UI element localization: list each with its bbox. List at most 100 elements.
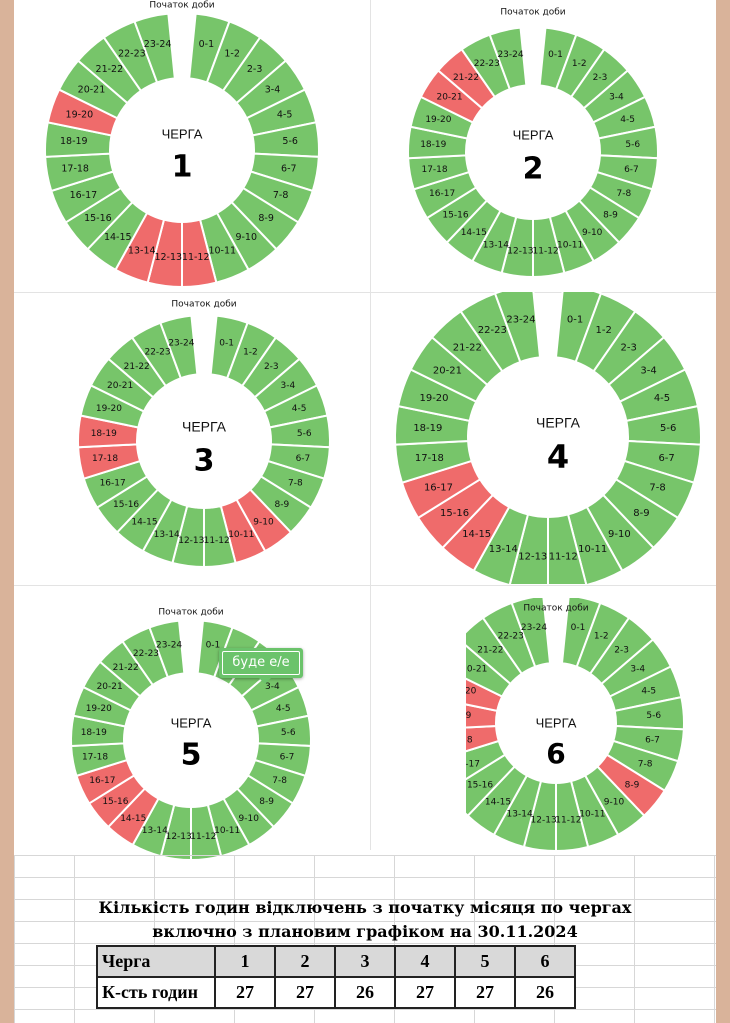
table-data-row: К-сть годин 27 27 26 27 27 26 [96, 976, 576, 1009]
hour-label: 20-21 [466, 664, 487, 674]
hour-label: 19-20 [86, 704, 112, 714]
queue-3-chart: 0-1 1-2 2-3 3-4 4-5 5-6 6-7 7-8 8-9 9-10 10-11 11-1… [64, 292, 340, 584]
hour-label: 21-22 [124, 362, 150, 372]
table-cell: 26 [334, 976, 396, 1009]
hour-label: 20-21 [433, 366, 462, 377]
table-header-row: Черга 1 2 3 4 5 6 [96, 945, 576, 978]
queue-4-chart: 0-1 1-2 2-3 3-4 4-5 5-6 6-7 7-8 8-9 9-10 10-11 11-1… [388, 292, 710, 584]
hour-label: 16-17 [466, 759, 480, 769]
hour-label: 5-6 [282, 136, 298, 147]
grid-line [14, 855, 15, 1023]
power-slice[interactable] [159, 314, 199, 380]
hour-label: 7-8 [649, 482, 665, 493]
grid-line [14, 855, 716, 856]
hour-label: 20-21 [436, 92, 462, 102]
hour-label: 19-20 [425, 115, 451, 125]
hour-label: 14-15 [120, 814, 146, 824]
donut-svg: 0-11-22-33-44-55-66-77-88-99-1010-1111-1… [77, 300, 331, 569]
hour-label: 18-19 [81, 728, 107, 738]
column-header: 3 [334, 945, 396, 978]
hour-label: 6-7 [281, 164, 297, 175]
hour-label: 10-11 [578, 544, 607, 555]
hour-label: 14-15 [462, 529, 491, 540]
caption-line-2: включно з плановим графіком на 30.11.202… [152, 922, 578, 941]
hour-label: 5-6 [297, 429, 312, 439]
hour-label: 4-5 [654, 393, 670, 404]
power-slice[interactable] [488, 26, 528, 91]
hour-label: 8-9 [258, 213, 274, 224]
hour-label: 8-9 [603, 211, 618, 221]
hour-label: 0-1 [567, 315, 583, 326]
grid-line [14, 899, 716, 900]
queue-number: 6 [546, 737, 565, 770]
hour-label: 11-12 [190, 832, 216, 842]
hour-label: 15-16 [84, 213, 112, 224]
queue-number: 5 [181, 738, 202, 773]
hour-label: 20-21 [78, 85, 106, 96]
hour-label: 22-23 [478, 325, 507, 336]
hour-label: 3-4 [630, 664, 645, 674]
hour-label: 1-2 [595, 325, 611, 336]
hour-label: 9-10 [582, 228, 603, 238]
chart-title: Початок доби [500, 8, 565, 18]
hour-label: 15-16 [113, 500, 139, 510]
hour-label: 15-16 [442, 211, 468, 221]
hour-label: 19-20 [466, 687, 477, 697]
queue-label: ЧЕРГА [513, 127, 554, 142]
power-slice[interactable] [510, 598, 552, 668]
chart-title: Початок доби [171, 300, 236, 310]
table-cell: 27 [214, 976, 276, 1009]
hour-label: 21-22 [113, 663, 139, 673]
queue-label: ЧЕРГА [536, 415, 581, 431]
grid-line [394, 855, 395, 1023]
queue-6-chart: 0-1 1-2 2-3 3-4 4-5 5-6 6-7 7-8 8-9 9-10 10-11 11-1… [466, 598, 706, 853]
hour-label: 23-24 [156, 640, 182, 650]
power-slice[interactable] [133, 12, 176, 84]
grid-line [314, 855, 315, 1023]
hour-label: 9-10 [253, 517, 274, 527]
column-header: 2 [274, 945, 336, 978]
hour-label: 20-21 [107, 381, 133, 391]
power-slice[interactable] [493, 292, 542, 364]
donut-svg: 0-11-22-33-44-55-66-77-88-99-1010-1111-1… [394, 292, 702, 584]
queue-label: ЧЕРГА [162, 126, 203, 141]
power-slice[interactable] [148, 619, 186, 679]
hour-label: 12-13 [154, 252, 182, 263]
hour-label: 18-19 [91, 429, 117, 439]
hour-label: 23-24 [144, 39, 172, 50]
hour-label: 9-10 [235, 232, 257, 243]
hour-label: 16-17 [424, 482, 453, 493]
caption-line-1: Кількість годин відключень з початку міс… [98, 898, 632, 917]
table-caption: Кількість годин відключень з початку міс… [14, 896, 716, 944]
hour-label: 3-4 [265, 682, 280, 692]
hour-label: 12-13 [507, 247, 533, 257]
hour-label: 11-12 [533, 247, 559, 257]
hour-label: 19-20 [96, 404, 122, 414]
hour-label: 6-7 [280, 753, 295, 763]
hour-label: 22-23 [118, 48, 146, 59]
chart-title: Початок доби [149, 1, 214, 11]
donut-svg: 0-11-22-33-44-55-66-77-88-99-1010-1111-1… [70, 608, 312, 860]
hour-label: 6-7 [624, 165, 639, 175]
queue-2-chart: 0-1 1-2 2-3 3-4 4-5 5-6 6-7 7-8 8-9 9-10 10-11 11-1… [393, 0, 678, 292]
hour-label: 9-10 [239, 814, 260, 824]
hour-label: 5-6 [660, 423, 676, 434]
hour-label: 17-18 [415, 453, 444, 464]
hour-label: 10-11 [228, 530, 254, 540]
hour-label: 19-20 [66, 109, 94, 120]
hour-label: 2-3 [247, 64, 263, 75]
hour-label: 8-9 [275, 500, 290, 510]
hour-label: 9-10 [608, 529, 631, 540]
hour-label: 10-11 [557, 240, 583, 250]
hour-label: 17-18 [466, 736, 473, 746]
hour-label: 13-14 [142, 826, 168, 836]
hour-label: 2-3 [593, 73, 608, 83]
hour-label: 22-23 [144, 347, 170, 357]
hour-label: 2-3 [614, 646, 629, 656]
hour-label: 3-4 [640, 366, 656, 377]
hour-label: 21-22 [96, 64, 124, 75]
hour-label: 2-3 [264, 362, 279, 372]
queue-number: 3 [194, 444, 215, 479]
hour-label: 4-5 [277, 109, 293, 120]
hour-label: 8-9 [625, 780, 640, 790]
